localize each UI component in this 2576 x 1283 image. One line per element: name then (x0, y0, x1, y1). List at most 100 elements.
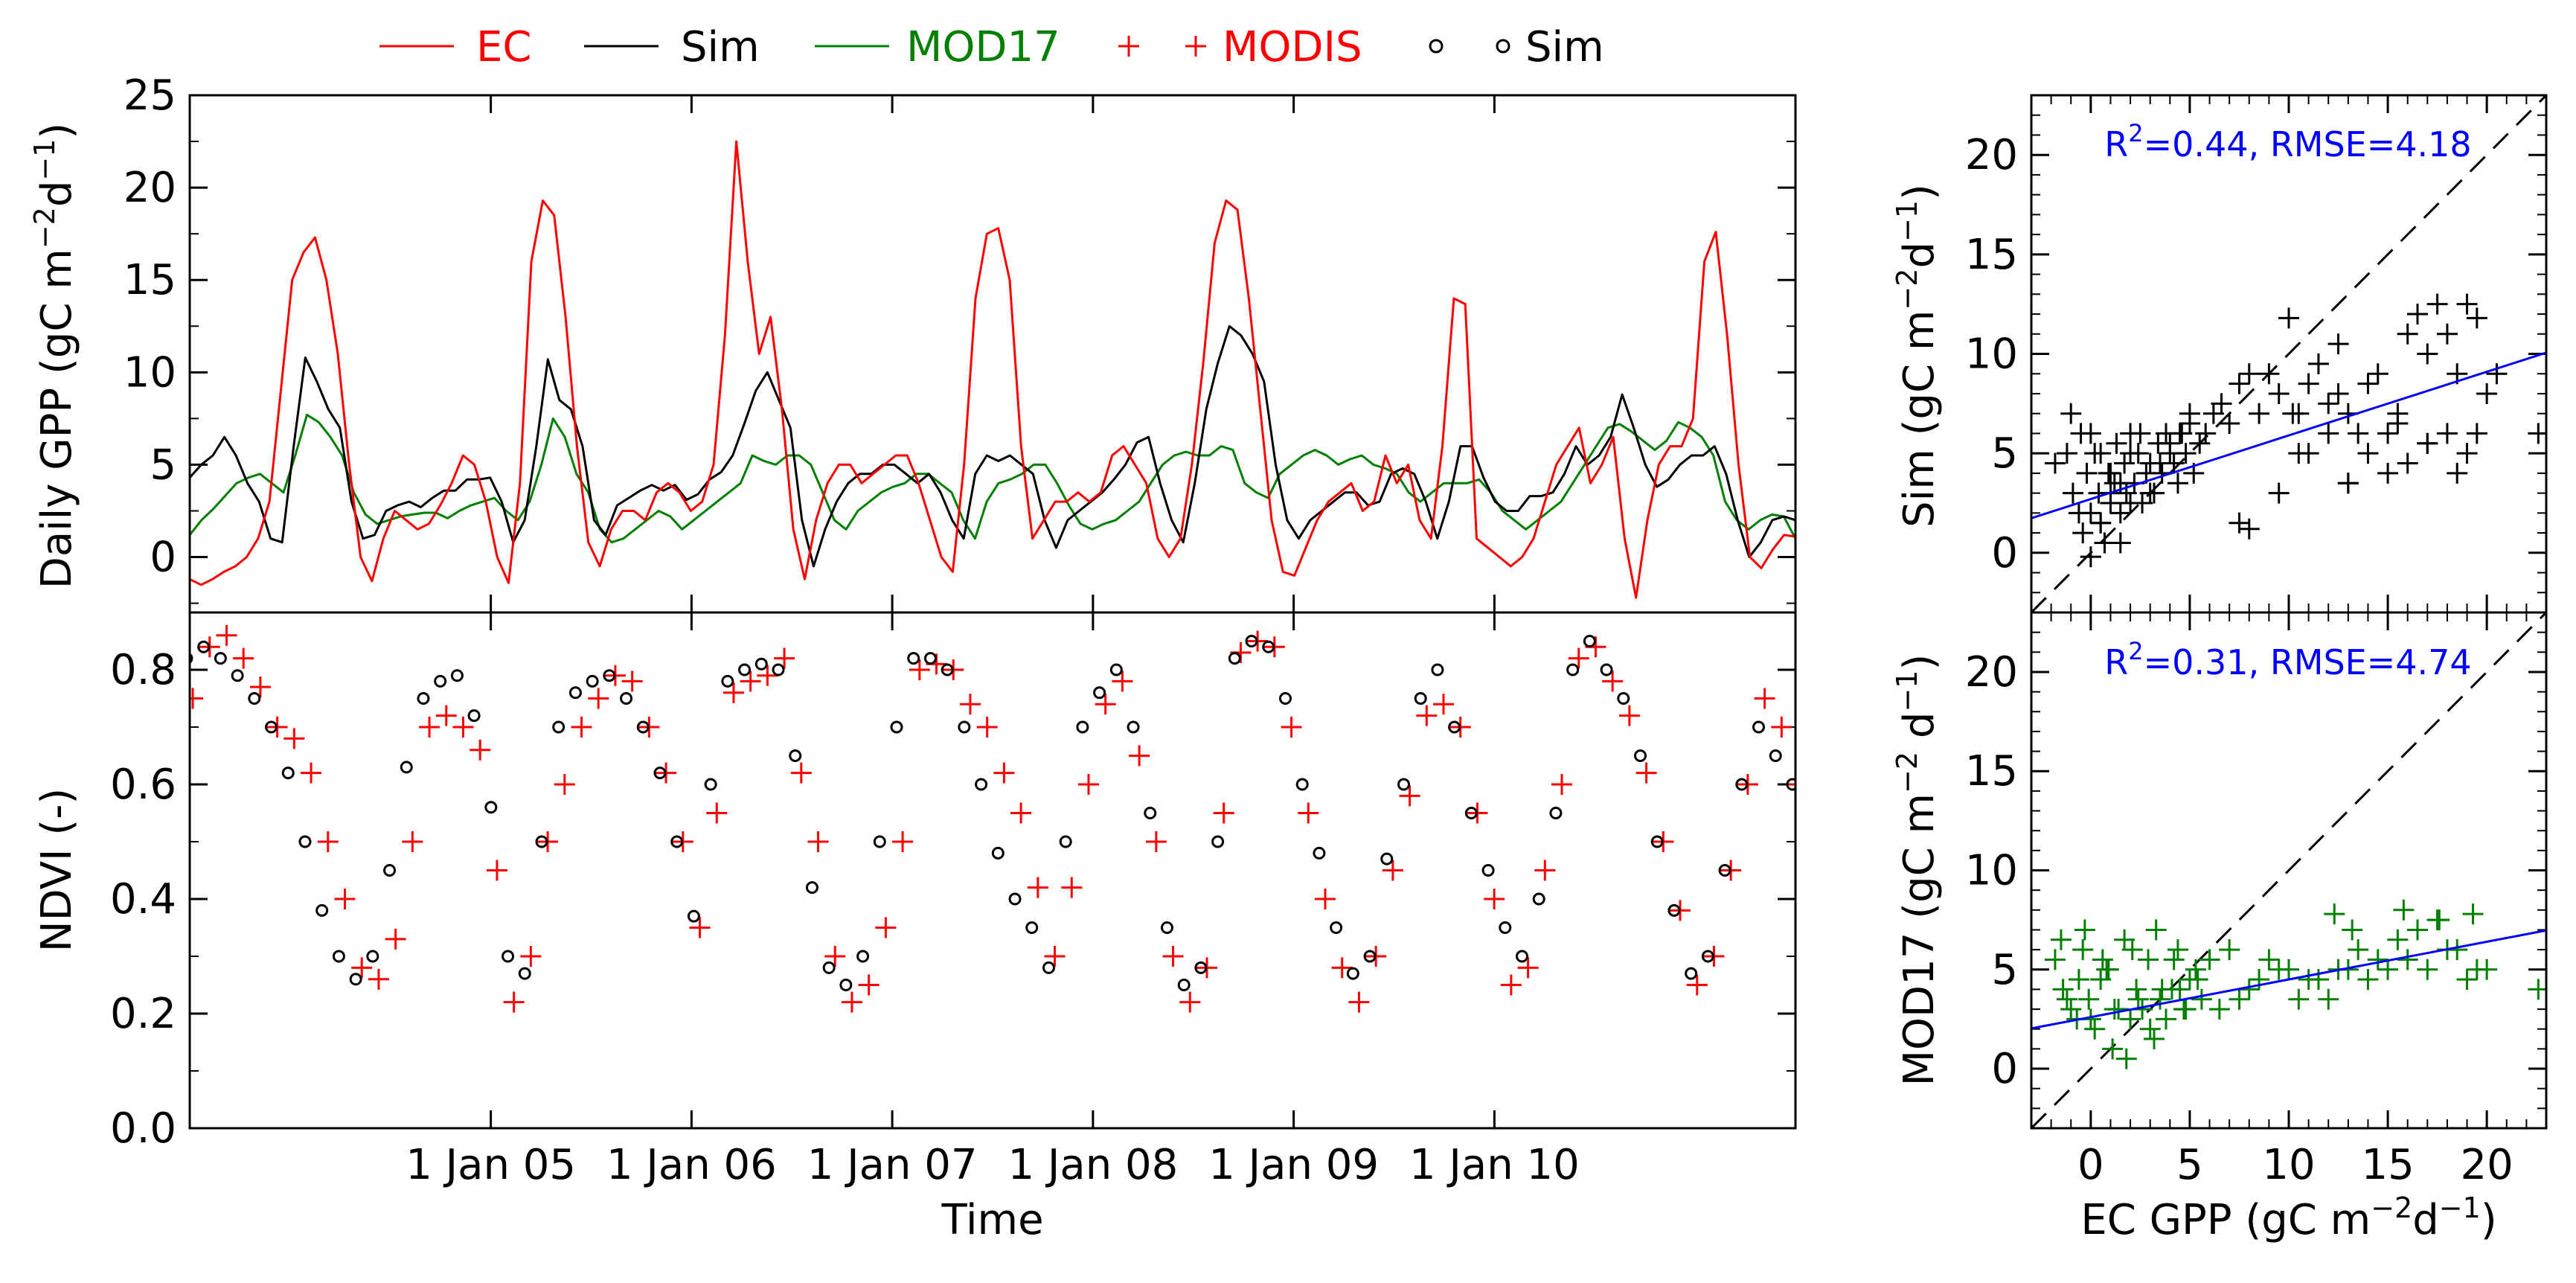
ndvi-point-modis (1298, 802, 1319, 824)
mod17-point (2167, 939, 2188, 961)
ndvi-point-modis (233, 647, 254, 669)
sim-point (2348, 423, 2369, 444)
mod17-point (2268, 959, 2290, 980)
ndvi-point-modis (1635, 762, 1657, 784)
sim-ytick-label: 10 (1965, 330, 2018, 379)
ndvi-point-sim (1701, 950, 1714, 963)
ndvi-point-modis (875, 917, 897, 938)
sim-point (2278, 307, 2299, 329)
sim-point (2417, 343, 2438, 365)
ndvi-xtick-label: 1 Jan 06 (606, 1141, 777, 1189)
mod17-point (2052, 979, 2074, 1000)
ndvi-point-sim (839, 979, 853, 991)
sim-point (2175, 443, 2197, 464)
sim-point (2070, 423, 2092, 444)
sim-point (2109, 502, 2131, 524)
ndvi-point-sim (315, 903, 329, 917)
ndvi-point-modis (190, 688, 204, 709)
ndvi-point-modis (1331, 957, 1353, 979)
mod17-annotation-sup: 2 (2128, 637, 2143, 665)
ndvi-point-sim (1127, 720, 1140, 734)
ndvi-xlabel: Time (941, 1196, 1043, 1244)
sim-point (2466, 423, 2487, 444)
ndvi-point-sim (417, 692, 430, 705)
mod17-point (2199, 949, 2220, 970)
ndvi-point-sim (568, 686, 582, 700)
ndvi-point-sim (190, 653, 193, 665)
sim-point (2109, 532, 2131, 554)
ndvi-xtick-label: 1 Jan 09 (1208, 1141, 1379, 1189)
mod17-point (2377, 959, 2399, 980)
mod17-point (2407, 919, 2428, 941)
sim-point (2249, 403, 2270, 424)
ndvi-point-modis (993, 762, 1015, 784)
sim-point (2426, 293, 2448, 315)
ndvi-ytick-label: 0.6 (110, 761, 176, 809)
mod17-points (2031, 612, 2546, 1128)
ndvi-point-sim (1380, 852, 1394, 866)
ndvi-point-sim (1431, 663, 1444, 676)
sim-ytick-label: 20 (1965, 131, 2018, 179)
ndvi-point-sim (1330, 921, 1343, 934)
ndvi-point-sim (1566, 663, 1580, 676)
ndvi-point-sim (1008, 892, 1022, 906)
gpp-ylabel: Daily GPP (gC m−2d−1) (28, 123, 81, 589)
mod17-point (2175, 999, 2197, 1020)
ndvi-point-sim (1245, 635, 1258, 647)
panel-gpp-timeseries: 0 5 10 15 20 25 Daily GPP (gC m−2d−1) (28, 71, 1797, 614)
ndvi-point-sim (1634, 749, 1647, 762)
mod17-ytick-label: 15 (1965, 747, 2018, 796)
mod17-ylabel-sup1: −2 (1891, 752, 1923, 793)
ndvi-point-sim (1617, 692, 1630, 705)
ndvi-point-modis (1061, 877, 1083, 898)
mod17-xtick-labels: 0 5 10 15 20 (2077, 1141, 2513, 1189)
mod17-annotation-stats: =0.31, RMSE=4.74 (2144, 642, 2472, 682)
ndvi-point-sim (975, 778, 988, 791)
mod17-point (2098, 959, 2119, 980)
sim-point (2436, 323, 2458, 345)
mod17-xtick-label: 10 (2262, 1141, 2315, 1189)
ndvi-point-sim (349, 973, 362, 986)
ndvi-point-modis (1551, 774, 1573, 795)
ndvi-point-sim (214, 652, 227, 665)
ndvi-point-sim (434, 674, 447, 688)
ndvi-point-sim (941, 663, 954, 676)
ndvi-point-sim (1499, 921, 1512, 934)
ndvi-point-sim (603, 669, 616, 682)
ndvi-point-modis (317, 831, 339, 852)
mod17-ylabel-end: ) (1895, 654, 1944, 671)
ndvi-point-modis (368, 968, 389, 990)
ndvi-point-sim (1481, 864, 1495, 877)
mod17-xlabel-mid: d (2412, 1196, 2439, 1244)
ndvi-point-sim (1295, 778, 1309, 791)
legend-label-ec: EC (476, 23, 531, 71)
ndvi-point-sim (1160, 921, 1173, 934)
mod17-ytick-labels: 0 5 10 15 20 (1965, 648, 2018, 1093)
sim-point (2120, 443, 2141, 464)
ndvi-point-modis (1602, 671, 1624, 692)
mod17-point (2348, 939, 2369, 961)
sim-point (2072, 522, 2094, 544)
ndvi-point-modis (1027, 877, 1048, 898)
sim-point (2179, 403, 2200, 424)
mod17-ylabel-sup2: −1 (1891, 671, 1923, 712)
sim-ylabel-sup1: −2 (1891, 269, 1923, 310)
sim-point (2060, 403, 2082, 424)
ndvi-point-modis (892, 831, 914, 852)
mod17-annotation: R2=0.31, RMSE=4.74 (2104, 637, 2471, 682)
ndvi-point-sim (450, 669, 464, 682)
mod17-ylabel-main: MOD17 (gC m (1895, 793, 1944, 1086)
gpp-series (190, 140, 1795, 599)
ndvi-point-sim (738, 663, 752, 676)
panel-ndvi-timeseries: 0.0 0.2 0.4 0.6 0.8 1 Jan 05 1 Jan 06 1 Jan 07… (33, 611, 1797, 1244)
mod17-point (2229, 988, 2250, 1010)
sim-point (2238, 363, 2260, 385)
ndvi-ytick-label: 0.0 (110, 1104, 176, 1153)
ndvi-point-modis (1348, 991, 1370, 1013)
ndvi-point-sim (1211, 835, 1225, 848)
mod17-point (2074, 919, 2095, 941)
ndvi-point-modis (689, 917, 711, 938)
mod17-ytick-label: 0 (1991, 1045, 2018, 1093)
gpp-ytick-label: 15 (124, 256, 176, 304)
ndvi-point-sim (772, 663, 785, 676)
